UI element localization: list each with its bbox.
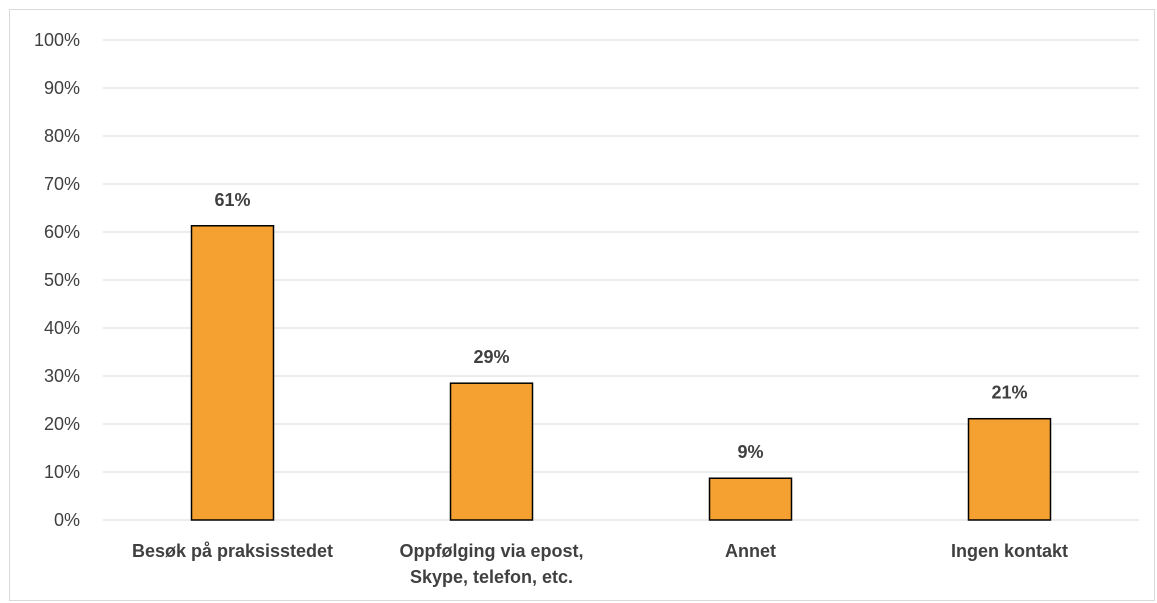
y-tick-label: 0%: [54, 510, 80, 530]
data-label-1: 29%: [473, 347, 509, 367]
bar-3: [967, 417, 1052, 521]
data-labels: 61% 29% 9% 21%: [214, 190, 1027, 462]
gridlines: [103, 39, 1139, 521]
bars: [190, 225, 1052, 521]
category-labels: Besøk på praksisstedet Oppfølging via epo…: [132, 541, 1068, 587]
data-label-3: 21%: [991, 383, 1027, 403]
bar-1: [449, 382, 534, 521]
category-label-3: Ingen kontakt: [951, 541, 1068, 561]
y-tick-label: 70%: [44, 174, 80, 194]
data-label-2: 9%: [737, 442, 763, 462]
y-tick-label: 20%: [44, 414, 80, 434]
data-label-0: 61%: [214, 190, 250, 210]
y-tick-label: 10%: [44, 462, 80, 482]
bar-0: [190, 225, 275, 521]
y-tick-label: 50%: [44, 270, 80, 290]
category-label-0: Besøk på praksisstedet: [132, 541, 333, 561]
category-label-2: Annet: [725, 541, 776, 561]
category-label-1-line-0: Oppfølging via epost,: [400, 541, 584, 561]
y-tick-label: 30%: [44, 366, 80, 386]
y-tick-label: 100%: [34, 30, 80, 50]
y-tick-label: 40%: [44, 318, 80, 338]
bar-2: [708, 477, 793, 521]
y-tick-label: 80%: [44, 126, 80, 146]
y-axis-tick-labels: 0% 10% 20% 30% 40% 50% 60% 70% 80% 90% 100%: [34, 30, 80, 530]
y-tick-label: 90%: [44, 78, 80, 98]
category-label-1-line-1: Skype, telefon, etc.: [410, 567, 573, 587]
y-tick-label: 60%: [44, 222, 80, 242]
